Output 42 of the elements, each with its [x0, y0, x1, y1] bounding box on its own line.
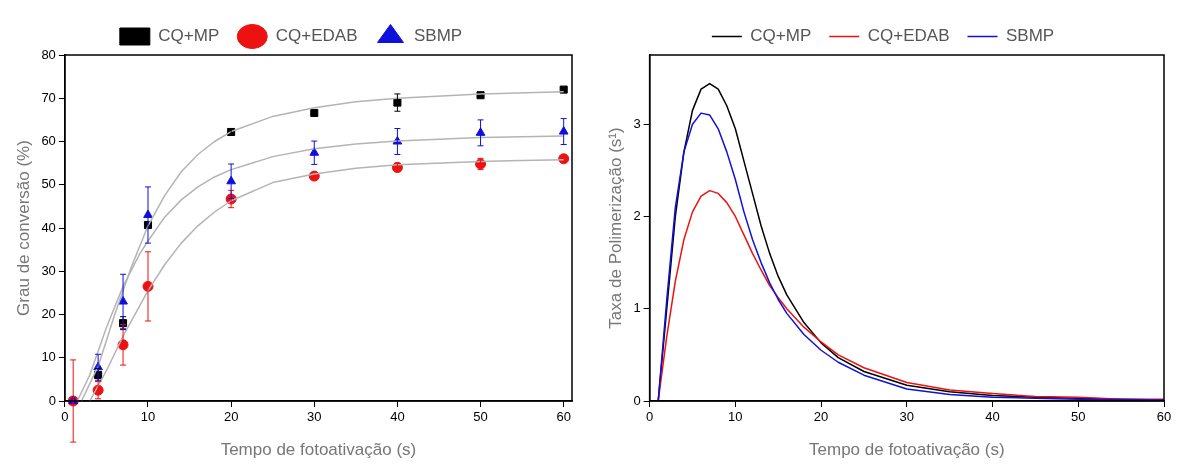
x-tick-label: 50	[1071, 409, 1086, 425]
y-tick-label: 0	[48, 392, 56, 408]
y-tick-label: 0	[633, 392, 641, 408]
legend-label: CQ+MP	[158, 26, 220, 46]
y-tick-label: 2	[633, 208, 641, 224]
y-tick-label: 10	[41, 349, 56, 365]
x-tick-label: 40	[390, 409, 405, 425]
point	[475, 127, 486, 136]
y-tick-label: 30	[41, 262, 56, 278]
x-tick-label: 10	[140, 409, 156, 425]
y-axis-title: Grau de conversão (%)	[13, 140, 33, 316]
x-tick-label: 50	[473, 409, 488, 425]
x-tick-label: 40	[985, 409, 1000, 425]
x-tick-label: 0	[646, 409, 654, 425]
y-tick-label: 50	[41, 176, 56, 192]
legend-label: SBMP	[413, 26, 463, 46]
point	[393, 98, 402, 107]
y-tick-label: 1	[633, 300, 641, 316]
legend-label: CQ+EDAB	[275, 26, 358, 46]
point	[310, 108, 319, 117]
x-tick-label: 10	[728, 409, 743, 425]
x-tick-label: 30	[899, 409, 915, 425]
point	[558, 153, 570, 165]
y-axis-title: Taxa de Polimerização (s¹)	[605, 127, 625, 329]
x-tick-label: 30	[307, 409, 322, 425]
legend-label: CQ+EDAB	[867, 26, 950, 46]
y-tick-label: 40	[41, 219, 56, 235]
x-tick-label: 20	[813, 409, 829, 425]
x-tick-label: 60	[556, 409, 571, 425]
point	[558, 126, 569, 135]
y-tick-label: 70	[41, 89, 56, 105]
x-axis-title: Tempo de fotoativação (s)	[220, 440, 417, 460]
x-axis-title: Tempo de fotoativação (s)	[809, 440, 1005, 460]
y-tick-label: 60	[41, 133, 56, 149]
legend-label: CQ+MP	[750, 26, 812, 46]
y-tick-label: 80	[41, 46, 56, 62]
y-tick-label: 3	[633, 115, 641, 131]
legend-label: SBMP	[1005, 26, 1055, 46]
x-tick-label: 60	[1156, 409, 1172, 425]
y-tick-label: 20	[41, 306, 56, 322]
x-tick-label: 0	[61, 409, 69, 425]
x-tick-label: 20	[223, 409, 239, 425]
